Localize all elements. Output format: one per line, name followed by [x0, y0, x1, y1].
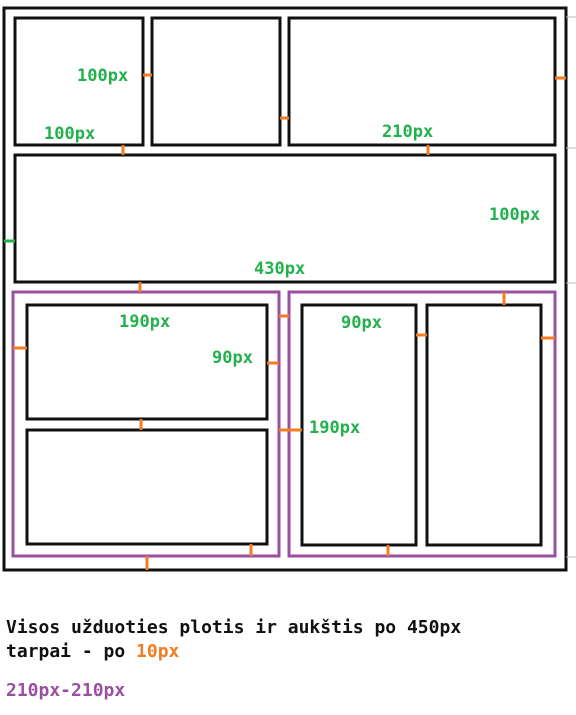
reference-lines [566, 16, 576, 558]
note-group-widths: 210px-210px [6, 680, 126, 701]
outer-container [2, 6, 568, 572]
label-top-right-width: 210px [382, 122, 433, 142]
box-top-left [13, 16, 145, 147]
box-top-middle [150, 16, 282, 147]
gap-markers [13, 73, 566, 570]
note-total-size: Visos užduoties plotis ir aukštis po 450… [6, 617, 462, 638]
label-top-left-width: 100px [44, 124, 95, 144]
label-bottom-right-height: 190px [309, 418, 360, 438]
note-gaps: tarpai - po 10px [6, 641, 179, 662]
box-top-right [287, 16, 557, 147]
box-middle-wide [13, 153, 557, 284]
box-bottom-left-bottom [25, 428, 269, 546]
box-bottom-right-right [425, 303, 543, 547]
label-middle-width: 430px [254, 259, 305, 279]
group-bottom-right [287, 290, 557, 558]
note-gaps-value: 10px [136, 641, 180, 662]
label-top-left-height: 100px [77, 66, 128, 86]
label-bottom-left-width: 190px [119, 312, 170, 332]
note-gaps-text: tarpai - po [6, 641, 137, 662]
label-middle-height: 100px [489, 205, 540, 225]
label-bottom-left-height: 90px [212, 348, 253, 368]
label-bottom-right-width: 90px [341, 313, 382, 333]
box-bottom-right-left [300, 303, 418, 547]
